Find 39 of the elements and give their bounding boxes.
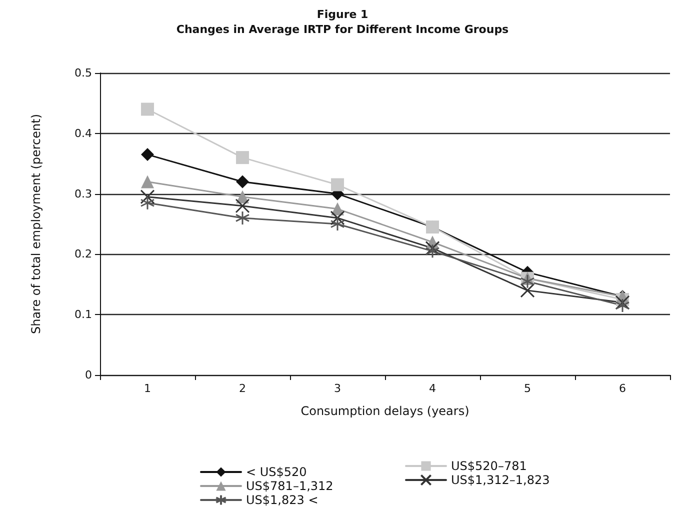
x-tick-label: 2	[239, 382, 246, 395]
legend-label: US$781–1,312	[246, 479, 334, 493]
point	[330, 216, 345, 232]
point	[425, 244, 440, 258]
point	[520, 274, 535, 289]
y-tick-label: 0.5	[74, 66, 92, 80]
y-tick-label: 0.3	[74, 187, 92, 200]
point	[331, 178, 344, 192]
x-axis-title: Consumption delays (years)	[300, 404, 470, 418]
point	[140, 196, 155, 210]
x-tick-label: 6	[619, 382, 626, 395]
point	[235, 210, 250, 226]
point	[330, 210, 345, 226]
x-tick-label: 5	[524, 382, 531, 395]
point	[141, 148, 154, 162]
y-tick-label: 0.2	[74, 248, 92, 261]
legend-label: US$520–781	[451, 459, 527, 473]
point	[141, 102, 154, 116]
x-tick-label: 1	[144, 382, 151, 395]
point	[235, 198, 250, 214]
point	[520, 283, 535, 298]
x-tick-label: 3	[334, 382, 341, 395]
point	[615, 295, 630, 310]
y-tick-label: 0	[85, 368, 92, 382]
legend-label: < US$520	[246, 465, 307, 479]
y-tick-label: 0.4	[74, 126, 92, 140]
x-tick-label: 4	[429, 382, 436, 395]
legend-label: US$1,823 <	[246, 493, 318, 507]
point	[425, 240, 440, 256]
y-tick-label: 0.1	[74, 308, 92, 322]
chart-subtitle: Changes in Average IRTP for Different Income Groups	[176, 23, 510, 36]
chart-title: Figure 1	[316, 8, 368, 21]
y-axis-title: Share of total employment (percent)	[29, 114, 43, 334]
point	[615, 298, 630, 313]
point	[141, 175, 154, 188]
legend-label: US$1,312–1,823	[451, 473, 550, 487]
point	[236, 151, 249, 164]
point	[236, 175, 249, 188]
point	[140, 190, 155, 204]
